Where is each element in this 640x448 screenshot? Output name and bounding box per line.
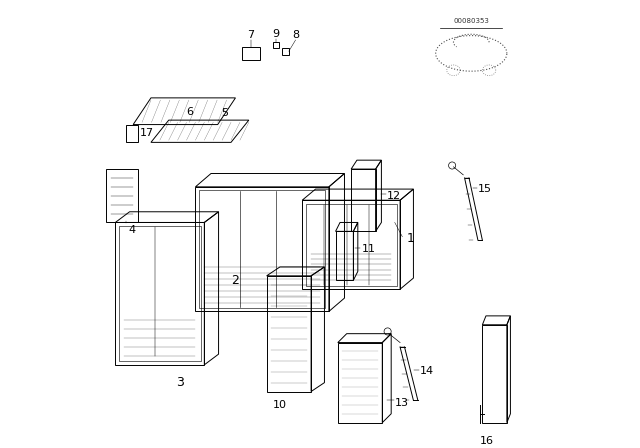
Text: 9: 9 [272,29,279,39]
Text: 13: 13 [395,398,409,408]
Text: 00080353: 00080353 [453,18,489,25]
Text: 6: 6 [186,107,193,117]
Text: 5: 5 [221,108,228,118]
Text: 16: 16 [480,436,494,446]
Text: 10: 10 [273,401,287,410]
Text: 11: 11 [362,244,376,254]
Text: 17: 17 [140,129,154,138]
Text: 8: 8 [292,30,299,40]
Text: 2: 2 [231,274,239,287]
Text: 4: 4 [129,225,136,235]
Text: 14: 14 [420,366,434,376]
Text: 1: 1 [407,232,415,245]
Text: 15: 15 [478,184,492,194]
Text: 7: 7 [248,30,255,40]
Text: 3: 3 [176,376,184,389]
Text: 12: 12 [387,191,401,201]
